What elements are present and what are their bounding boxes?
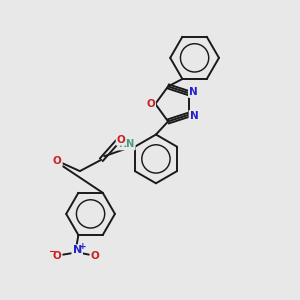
Text: O: O [117, 135, 125, 145]
Text: N: N [189, 87, 198, 97]
Text: O: O [53, 156, 62, 166]
Text: HN: HN [118, 140, 135, 149]
Text: −: − [49, 247, 56, 256]
Text: O: O [91, 251, 99, 261]
Text: O: O [146, 99, 155, 109]
Text: +: + [79, 242, 86, 251]
Text: O: O [52, 251, 61, 261]
Text: N: N [73, 245, 82, 256]
Text: N: N [190, 111, 198, 121]
